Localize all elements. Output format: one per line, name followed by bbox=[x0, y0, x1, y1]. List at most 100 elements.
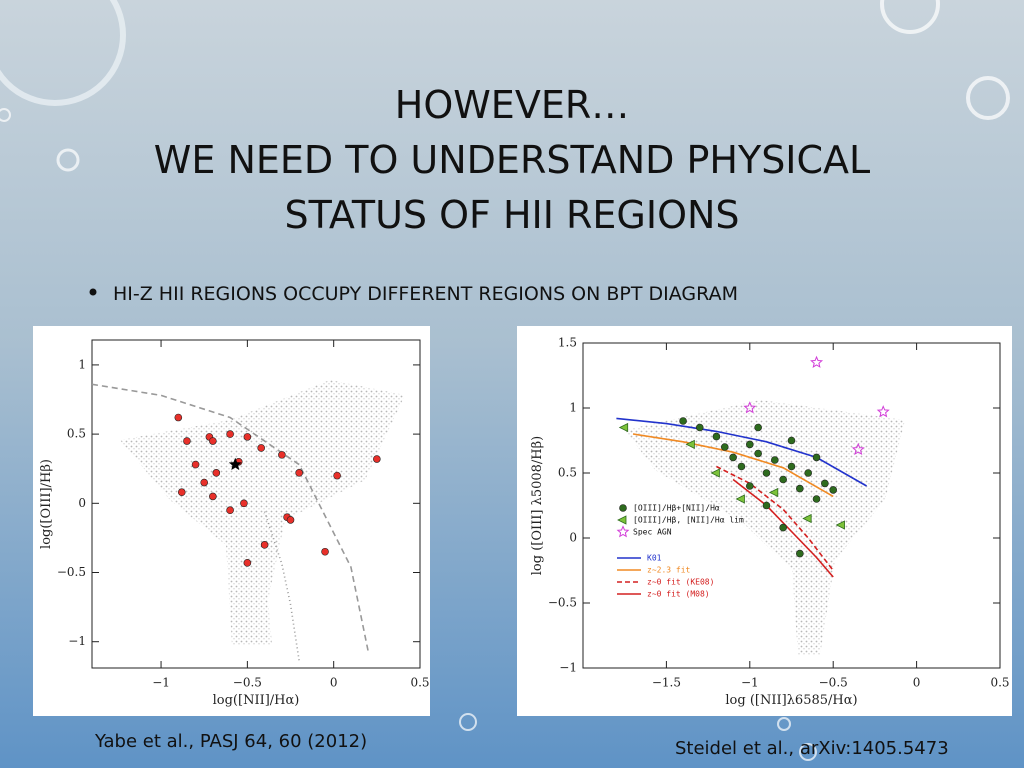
point bbox=[720, 443, 729, 451]
point bbox=[762, 501, 771, 510]
x-tick-label: −1 bbox=[152, 676, 170, 690]
point bbox=[745, 482, 754, 490]
x-tick-label: 0.5 bbox=[990, 676, 1009, 690]
point bbox=[209, 492, 217, 501]
fit-line bbox=[91, 383, 369, 652]
point bbox=[710, 468, 720, 478]
point bbox=[373, 455, 381, 463]
point bbox=[174, 413, 183, 422]
point bbox=[762, 469, 771, 477]
bubbles bbox=[0, 0, 126, 106]
point bbox=[835, 520, 845, 530]
y-tick-label: 1.5 bbox=[558, 336, 577, 350]
point bbox=[278, 451, 286, 459]
legend-marker bbox=[619, 504, 627, 512]
y-tick-label: 0 bbox=[78, 496, 86, 510]
point bbox=[735, 494, 745, 504]
point bbox=[321, 547, 329, 556]
legend-marker bbox=[617, 515, 627, 525]
point bbox=[754, 423, 762, 432]
x-tick-label: 0 bbox=[330, 676, 338, 690]
point bbox=[779, 475, 787, 484]
point bbox=[257, 444, 265, 452]
title-line: HOWEVER… bbox=[395, 83, 629, 127]
point bbox=[209, 437, 217, 445]
legend-label: z~2.3 fit bbox=[647, 566, 691, 575]
x-tick-label: −0.5 bbox=[819, 676, 848, 690]
x-tick-label: −1 bbox=[741, 676, 759, 690]
x-axis-label: log([NII]/Hα) bbox=[213, 693, 300, 708]
point bbox=[679, 417, 687, 425]
point bbox=[695, 423, 704, 432]
background-cloud bbox=[120, 380, 405, 645]
point bbox=[743, 401, 757, 414]
point bbox=[768, 487, 779, 498]
x-tick-label: 0.5 bbox=[410, 676, 429, 690]
legend-label: Spec AGN bbox=[633, 528, 672, 537]
legend-label: [OIII]/Hβ, [NII]/Hα lim bbox=[633, 516, 744, 525]
point bbox=[810, 355, 824, 368]
y-tick-label: −0.5 bbox=[548, 596, 577, 610]
point bbox=[737, 462, 746, 471]
legend-label: [OIII]/Hβ+[NII]/Hα bbox=[633, 504, 720, 513]
caption: Yabe et al., PASJ 64, 60 (2012) bbox=[94, 731, 367, 752]
x-tick-label: 0 bbox=[913, 676, 921, 690]
point bbox=[228, 457, 242, 471]
point bbox=[177, 488, 186, 497]
legend-label: z~0 fit (M08) bbox=[647, 590, 710, 599]
x-tick-label: −0.5 bbox=[233, 676, 262, 690]
y-tick-label: 0 bbox=[569, 531, 577, 545]
point bbox=[804, 469, 812, 477]
point bbox=[212, 469, 221, 477]
y-tick-label: 0.5 bbox=[67, 427, 86, 441]
point bbox=[821, 479, 829, 488]
background-cloud bbox=[625, 400, 905, 655]
point bbox=[829, 486, 838, 494]
point bbox=[812, 453, 821, 462]
legend-marker bbox=[616, 525, 630, 538]
fit-line bbox=[716, 465, 834, 571]
bullet-text: HI-Z HII REGIONS OCCUPY DIFFERENT REGION… bbox=[113, 283, 738, 305]
caption: Steidel et al., arXiv:1405.5473 bbox=[675, 738, 949, 759]
point bbox=[618, 422, 629, 433]
x-tick-label: −1.5 bbox=[652, 676, 681, 690]
y-tick-label: 0.5 bbox=[558, 466, 577, 480]
fit-line bbox=[616, 417, 867, 487]
legend-label: K01 bbox=[647, 554, 662, 563]
y-tick-label: 1 bbox=[569, 401, 577, 415]
point bbox=[226, 506, 234, 515]
y-tick-label: −1 bbox=[559, 661, 577, 675]
point bbox=[812, 495, 821, 503]
point bbox=[729, 453, 737, 462]
point bbox=[295, 469, 303, 477]
point bbox=[787, 436, 796, 445]
point bbox=[260, 541, 269, 549]
point bbox=[286, 516, 295, 524]
point bbox=[876, 405, 890, 418]
point bbox=[787, 462, 796, 471]
point bbox=[685, 439, 695, 450]
point bbox=[191, 460, 200, 469]
point bbox=[243, 559, 252, 567]
fit-line bbox=[732, 478, 834, 578]
y-tick-label: −0.5 bbox=[57, 565, 86, 579]
bullet-dot bbox=[89, 288, 97, 296]
point bbox=[243, 433, 252, 441]
point bbox=[796, 484, 804, 493]
point bbox=[226, 430, 234, 438]
title-line: WE NEED TO UNDERSTAND PHYSICAL bbox=[154, 138, 870, 182]
point bbox=[771, 456, 779, 464]
point bbox=[802, 513, 812, 524]
plot-frame bbox=[582, 342, 1001, 669]
y-axis-label: log([OIII]/Hβ) bbox=[39, 459, 54, 549]
fit-line bbox=[632, 433, 834, 498]
y-axis-label: log ([OIII] λ5008/Hβ) bbox=[530, 436, 545, 575]
point bbox=[779, 523, 787, 532]
point bbox=[745, 440, 754, 449]
title-line: STATUS OF HII REGIONS bbox=[284, 193, 739, 237]
x-axis-label: log ([NII]λ6585/Hα) bbox=[725, 693, 857, 708]
point bbox=[333, 471, 341, 480]
plot-frame bbox=[91, 339, 421, 669]
